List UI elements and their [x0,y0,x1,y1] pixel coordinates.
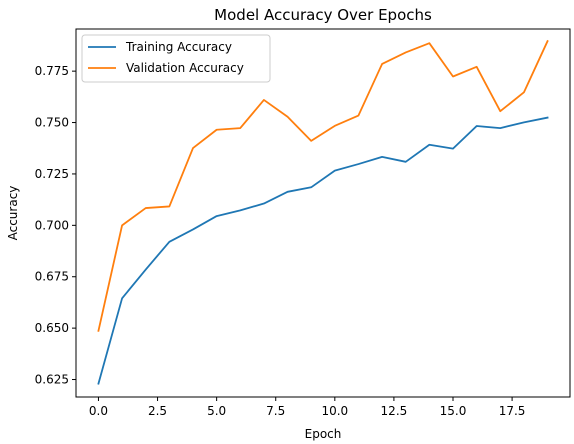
x-tick-label: 12.5 [381,404,408,418]
legend: Training Accuracy Validation Accuracy [81,34,271,83]
y-tick-label: 0.775 [35,64,69,78]
x-tick-label: 5.0 [207,404,226,418]
x-tick-label: 15.0 [440,404,467,418]
x-tick-label: 0.0 [89,404,108,418]
series-line-training [97,116,549,385]
x-tick-label: 17.5 [499,404,526,418]
y-tick-label: 0.700 [35,218,69,232]
x-tick-label: 10.0 [321,404,348,418]
plot-frame [75,28,571,398]
y-axis: 0.625 0.650 0.675 0.700 0.725 0.750 0.775 [35,64,76,387]
legend-label: Validation Accuracy [126,61,244,75]
y-tick-label: 0.725 [35,167,69,181]
y-tick-label: 0.750 [35,116,69,130]
y-tick-label: 0.650 [35,321,69,335]
y-axis-title: Accuracy [6,186,20,241]
legend-box [81,34,271,83]
chart-title: Model Accuracy Over Epochs [214,6,432,24]
series-line-validation [97,39,549,332]
x-axis-title: Epoch [305,427,342,441]
x-tick-label: 2.5 [148,404,167,418]
series-layer [97,39,549,385]
x-axis: 0.0 2.5 5.0 7.5 10.0 12.5 15.0 17.5 [89,397,526,418]
y-tick-label: 0.675 [35,270,69,284]
x-tick-label: 7.5 [266,404,285,418]
y-tick-label: 0.625 [35,373,69,387]
legend-label: Training Accuracy [125,40,232,54]
